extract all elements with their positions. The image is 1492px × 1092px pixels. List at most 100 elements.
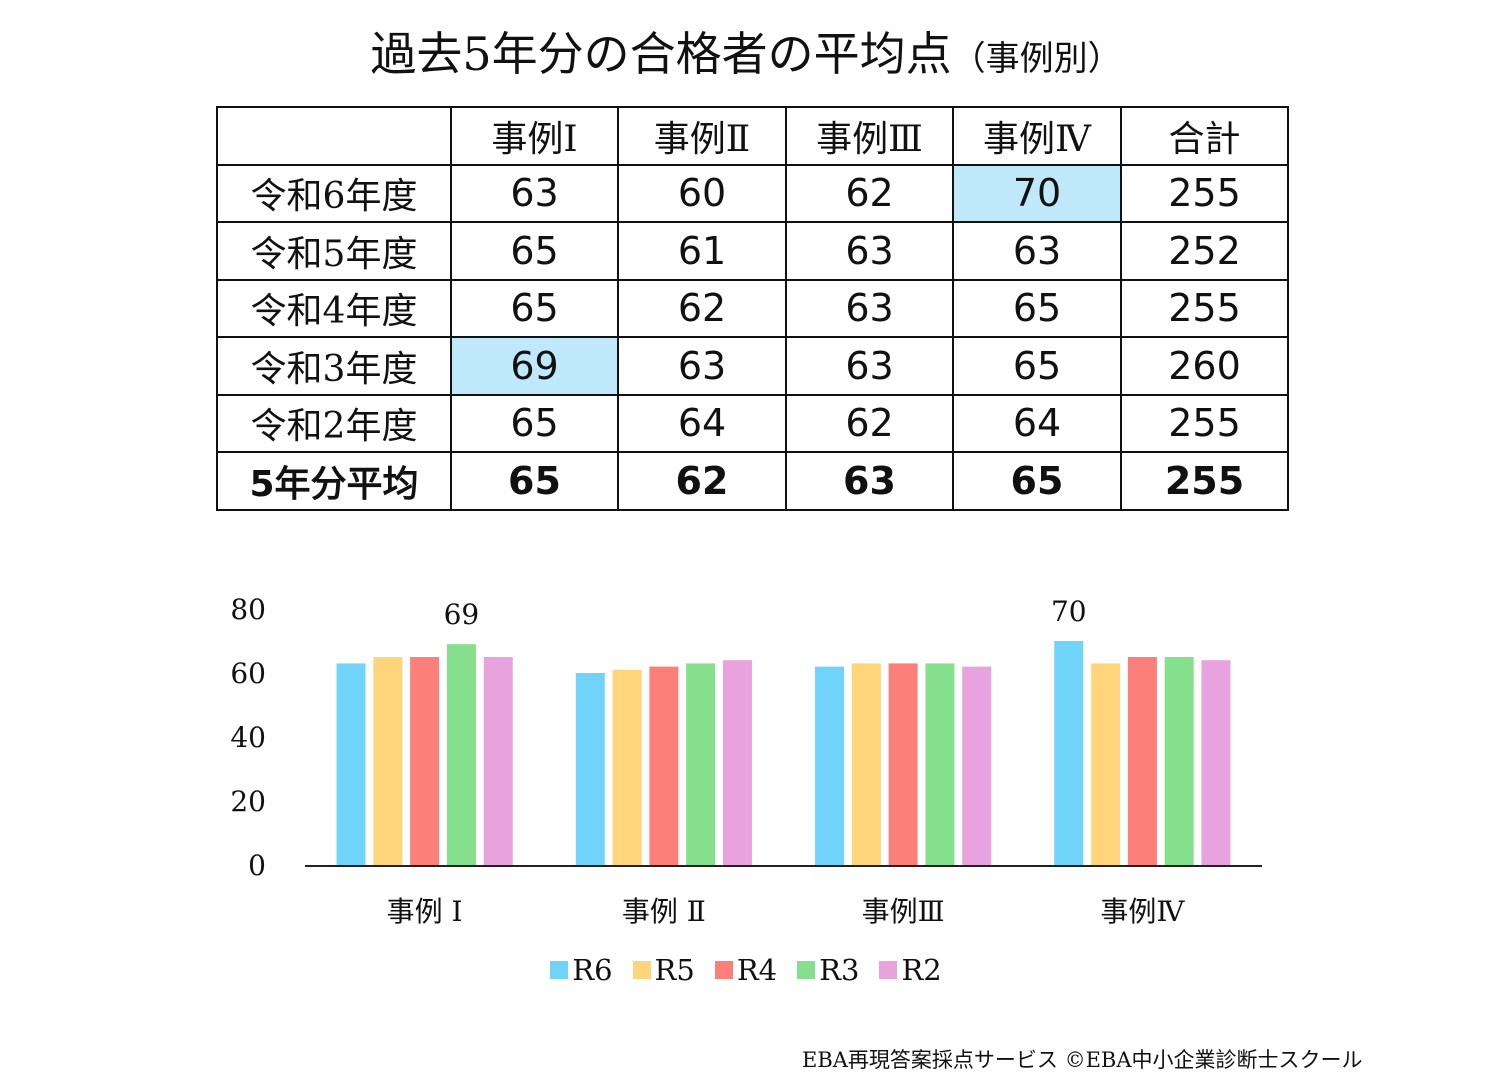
score-cell: 65 — [450, 278, 619, 338]
score-cell: 255 — [1120, 163, 1289, 223]
legend-item: R5 — [632, 952, 695, 988]
bar — [336, 663, 366, 865]
y-tick-label: 20 — [230, 785, 266, 818]
chart-legend: R6 R5 R4 R3 R2 — [0, 952, 1492, 988]
bar — [446, 644, 476, 865]
bar — [722, 660, 752, 865]
bar — [1164, 657, 1194, 865]
bar — [1127, 657, 1157, 865]
score-cell: 252 — [1120, 221, 1289, 281]
score-cell: 65 — [450, 221, 619, 281]
bar — [1201, 660, 1231, 865]
bar — [649, 666, 679, 865]
table-row: 令和2年度 65 64 62 64 255 — [216, 393, 1289, 453]
score-cell: 62 — [617, 278, 787, 338]
legend-item: R4 — [714, 952, 778, 988]
table-row: 令和5年度 65 61 63 63 252 — [216, 221, 1289, 281]
footer-credit: EBA再現答案採点サービス ©EBA中小企業診断士スクール — [802, 1048, 1363, 1072]
average-cell: 63 — [785, 451, 954, 511]
score-cell: 63 — [617, 336, 787, 396]
bar-chart: 0 20 40 60 80 事例 Ⅰ 事例 Ⅱ 事例Ⅲ 事例Ⅳ 69 70 — [230, 593, 1262, 928]
title-sub: （事例別） — [951, 39, 1122, 79]
bar — [962, 666, 992, 865]
bar — [888, 663, 918, 865]
y-tick-label: 40 — [230, 721, 266, 754]
title-main: 過去5年分の合格者の平均点 — [370, 27, 952, 81]
average-label: 5年分平均 — [216, 451, 452, 511]
average-cell: 65 — [952, 451, 1122, 511]
bar — [612, 669, 642, 865]
score-table: 事例Ⅰ 事例Ⅱ 事例Ⅲ 事例Ⅳ 合計 令和6年度 63 60 62 70 255 令和5年度… — [216, 106, 1289, 511]
score-cell: 64 — [617, 393, 787, 453]
x-tick-label: 事例Ⅲ — [862, 895, 945, 928]
score-cell: 65 — [952, 278, 1122, 338]
table-row: 令和4年度 65 62 63 65 255 — [216, 278, 1289, 338]
row-label: 令和5年度 — [216, 221, 452, 281]
table-header-case4: 事例Ⅳ — [952, 106, 1122, 166]
legend-label: R6 — [572, 953, 613, 987]
legend-item: R6 — [550, 952, 613, 988]
table-header-case3: 事例Ⅲ — [785, 106, 954, 166]
score-cell: 62 — [785, 393, 954, 453]
y-tick-label: 80 — [230, 593, 266, 626]
table-header-case2: 事例Ⅱ — [617, 106, 787, 166]
legend-label: R3 — [819, 953, 860, 987]
bar — [483, 657, 513, 865]
score-cell: 260 — [1120, 336, 1289, 396]
page-title: 過去5年分の合格者の平均点（事例別） — [0, 22, 1492, 91]
score-cell: 69 — [450, 336, 619, 396]
score-cell: 65 — [952, 336, 1122, 396]
score-cell: 255 — [1120, 278, 1289, 338]
average-cell: 255 — [1120, 451, 1289, 511]
y-tick-label: 60 — [230, 657, 266, 690]
score-cell: 65 — [450, 393, 619, 453]
legend-swatch — [879, 961, 898, 979]
score-cell: 63 — [450, 163, 619, 223]
legend-swatch — [714, 961, 733, 979]
bar — [373, 657, 403, 865]
table-header-case1: 事例Ⅰ — [450, 106, 619, 166]
bar — [575, 673, 605, 865]
average-cell: 62 — [617, 451, 787, 511]
row-label: 令和2年度 — [216, 393, 452, 453]
score-cell: 60 — [617, 163, 787, 223]
bar — [1091, 663, 1121, 865]
bar — [851, 663, 881, 865]
score-cell: 64 — [952, 393, 1122, 453]
table-header-total: 合計 — [1120, 106, 1289, 166]
table-row: 令和6年度 63 60 62 70 255 — [216, 163, 1289, 223]
legend-item: R3 — [797, 952, 859, 988]
legend-label: R4 — [736, 953, 778, 987]
table-header-row: 事例Ⅰ 事例Ⅱ 事例Ⅲ 事例Ⅳ 合計 — [216, 106, 1289, 166]
score-cell: 255 — [1120, 393, 1289, 453]
bar — [410, 657, 440, 865]
bar — [1054, 641, 1084, 865]
row-label: 令和6年度 — [216, 163, 452, 223]
table-header-corner — [216, 106, 452, 166]
score-cell: 63 — [785, 278, 954, 338]
bar — [925, 663, 955, 865]
legend-swatch — [797, 961, 816, 979]
score-cell: 61 — [617, 221, 787, 281]
data-label: 70 — [1051, 595, 1087, 628]
legend-swatch — [550, 961, 569, 979]
bar — [815, 666, 845, 865]
table-average-row: 5年分平均 65 62 63 65 255 — [216, 451, 1289, 511]
score-cell: 70 — [952, 163, 1122, 223]
legend-label: R5 — [654, 953, 695, 987]
score-cell: 62 — [785, 163, 954, 223]
average-cell: 65 — [450, 451, 619, 511]
score-cell: 63 — [785, 336, 954, 396]
data-label: 69 — [444, 598, 480, 631]
legend-swatch — [632, 961, 651, 979]
x-tick-label: 事例 Ⅱ — [622, 895, 706, 928]
row-label: 令和4年度 — [216, 278, 452, 338]
x-tick-label: 事例 Ⅰ — [387, 895, 463, 928]
legend-item: R2 — [879, 952, 942, 988]
score-cell: 63 — [952, 221, 1122, 281]
bar — [686, 663, 716, 865]
legend-label: R2 — [901, 953, 942, 987]
x-tick-label: 事例Ⅳ — [1100, 895, 1185, 928]
row-label: 令和3年度 — [216, 336, 452, 396]
score-cell: 63 — [785, 221, 954, 281]
